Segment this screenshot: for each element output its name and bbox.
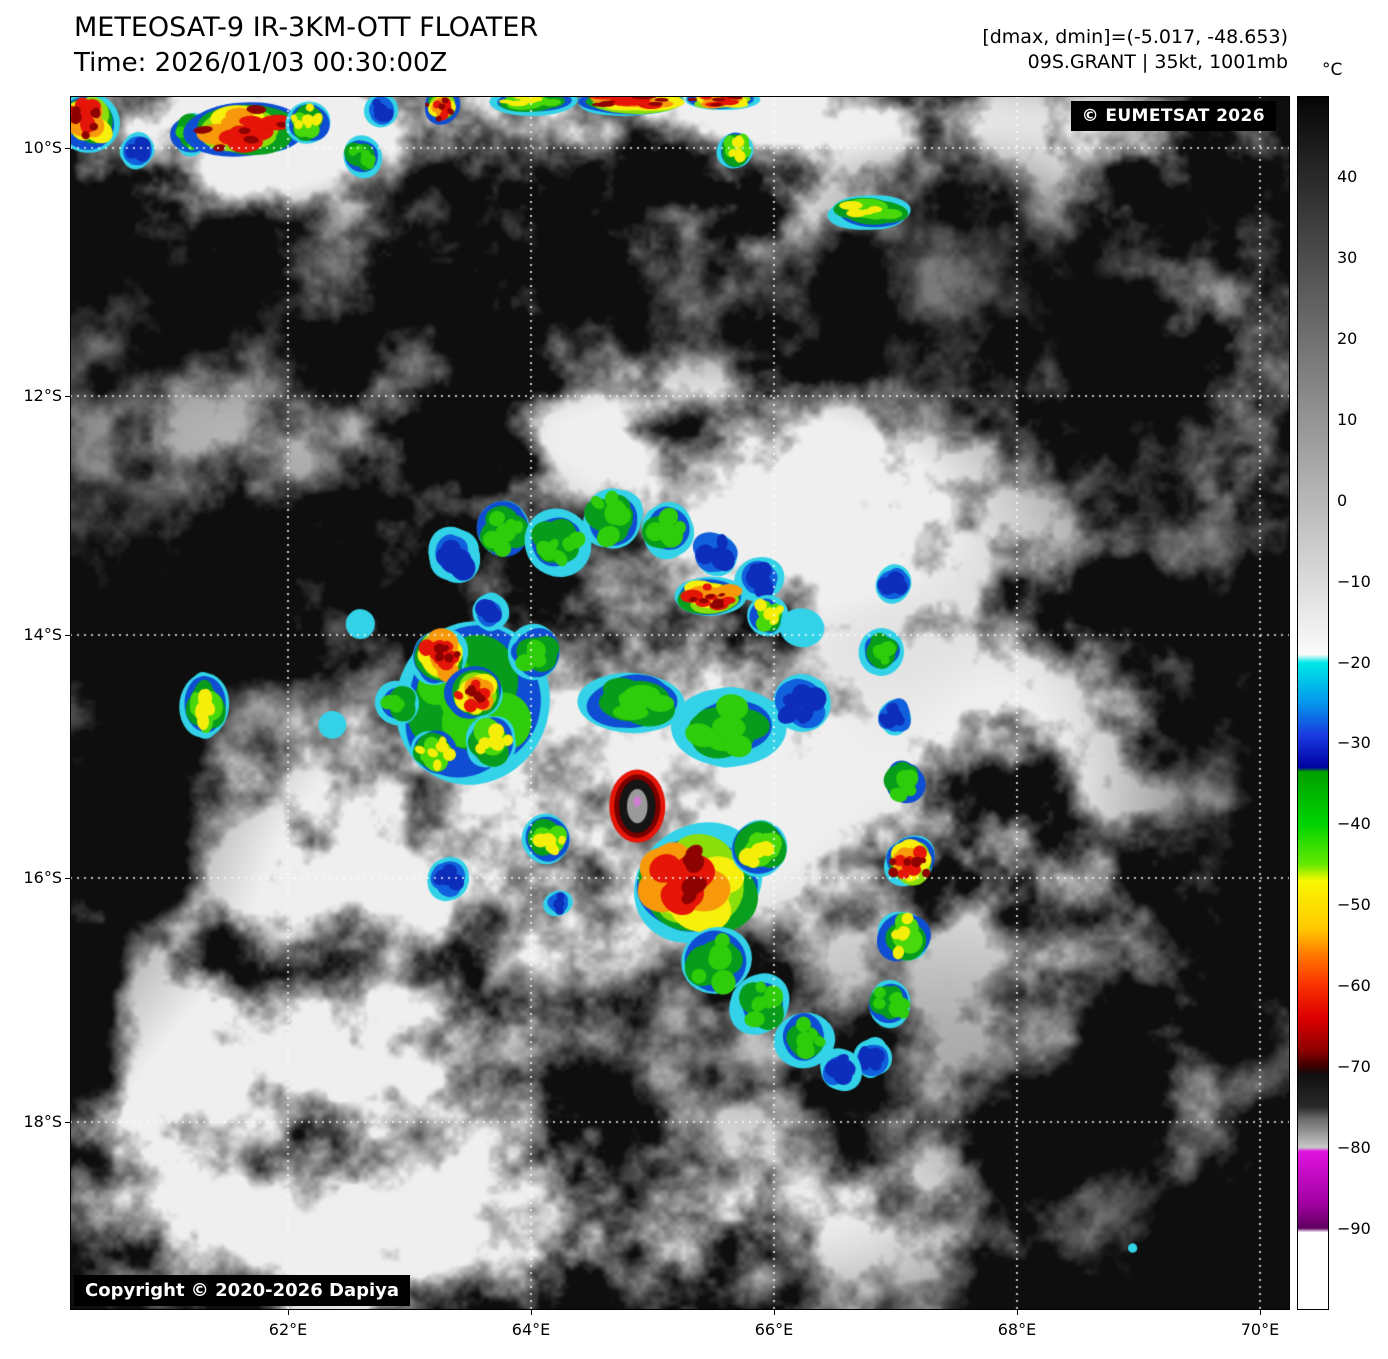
lon-label: 62°E — [268, 1320, 308, 1339]
lon-axis-tick — [288, 1310, 289, 1315]
colorbar-tick-label: 10 — [1337, 409, 1358, 429]
colorbar-unit-label: °C — [1322, 60, 1343, 80]
colorbar-tick-label: −40 — [1337, 814, 1371, 834]
lat-label: 18°S — [23, 1111, 62, 1131]
colorbar-tick-label: −80 — [1337, 1138, 1371, 1158]
lon-label: 70°E — [1240, 1320, 1280, 1339]
lat-axis-tick — [65, 1121, 70, 1123]
lon-axis-tick — [773, 1310, 775, 1315]
lat-axis-tick — [65, 878, 70, 880]
colorbar-tick-label: −60 — [1337, 976, 1371, 996]
timestamp: Time: 2026/01/03 00:30:00Z — [74, 48, 448, 78]
lon-axis-tick — [1016, 1310, 1018, 1315]
colorbar-tick-label: −90 — [1337, 1219, 1371, 1239]
dmax-dmin-readout: [dmax, dmin]=(-5.017, -48.653) — [982, 26, 1288, 48]
colorbar-tick-label: −50 — [1337, 895, 1371, 915]
copyright-badge: Copyright © 2020-2026 Dapiya — [74, 1275, 411, 1306]
colorbar-tick-label: 20 — [1337, 328, 1358, 348]
colorbar — [1297, 96, 1329, 1310]
colorbar-tick-label: 30 — [1337, 247, 1358, 267]
lat-label: 12°S — [23, 385, 62, 405]
lon-label: 66°E — [754, 1320, 794, 1339]
storm-info: 09S.GRANT | 35kt, 1001mb — [1027, 51, 1288, 73]
lat-label: 16°S — [23, 868, 62, 888]
colorbar-tick-label: 40 — [1337, 166, 1358, 186]
map-area: © EUMETSAT 2026 Copyright © 2020-2026 Da… — [70, 96, 1290, 1310]
lon-axis-tick — [531, 1310, 533, 1315]
lon-axis-tick — [1259, 1310, 1261, 1315]
colorbar-tick-label: −30 — [1337, 733, 1371, 753]
lat-axis-tick — [65, 395, 70, 397]
colorbar-tick-label: −10 — [1337, 571, 1371, 591]
colorbar-tick-label: −20 — [1337, 652, 1371, 672]
lat-axis-tick — [65, 635, 70, 637]
lat-axis-tick — [65, 147, 70, 149]
satellite-canvas — [70, 96, 1290, 1310]
lon-label: 68°E — [997, 1320, 1037, 1339]
lat-label: 14°S — [23, 625, 62, 645]
lat-label: 10°S — [23, 137, 62, 157]
map-title: METEOSAT-9 IR-3KM-OTT FLOATER — [74, 12, 539, 43]
eumetsat-badge: © EUMETSAT 2026 — [1070, 101, 1276, 131]
lon-label: 64°E — [511, 1320, 551, 1339]
colorbar-tick-label: 0 — [1337, 490, 1348, 510]
colorbar-tick-label: −70 — [1337, 1057, 1371, 1077]
